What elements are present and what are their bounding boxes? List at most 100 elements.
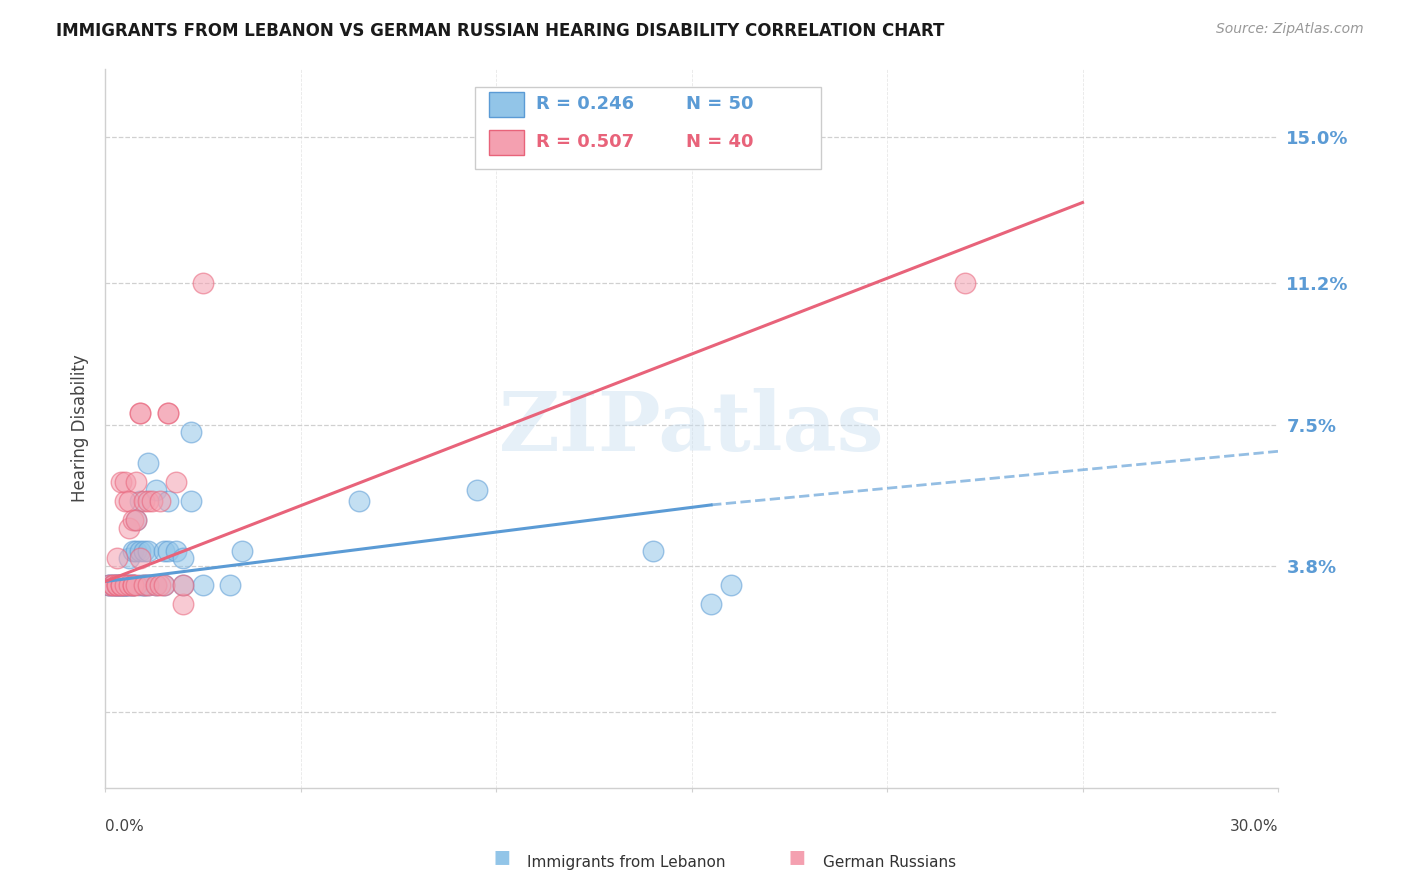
Point	[121, 578, 143, 592]
Point	[156, 544, 179, 558]
Point	[118, 578, 141, 592]
Point	[101, 578, 124, 592]
Point	[114, 578, 136, 592]
Point	[110, 578, 132, 592]
Point	[172, 578, 194, 592]
Point	[98, 578, 121, 592]
Text: N = 50: N = 50	[686, 95, 754, 112]
Point	[110, 578, 132, 592]
Point	[136, 578, 159, 592]
Text: Source: ZipAtlas.com: Source: ZipAtlas.com	[1216, 22, 1364, 37]
Point	[129, 406, 152, 420]
Point	[129, 578, 152, 592]
Point	[114, 578, 136, 592]
Point	[105, 578, 128, 592]
Point	[231, 544, 253, 558]
FancyBboxPatch shape	[475, 87, 821, 169]
Text: Immigrants from Lebanon: Immigrants from Lebanon	[527, 855, 725, 870]
Point	[98, 578, 121, 592]
Point	[114, 475, 136, 489]
Point	[191, 578, 214, 592]
Point	[121, 578, 143, 592]
Point	[114, 578, 136, 592]
Point	[125, 475, 148, 489]
Point	[165, 544, 187, 558]
Text: 0.0%: 0.0%	[105, 819, 143, 834]
Point	[172, 551, 194, 566]
Point	[110, 578, 132, 592]
Point	[114, 578, 136, 592]
Point	[180, 494, 202, 508]
FancyBboxPatch shape	[489, 130, 524, 155]
Point	[172, 598, 194, 612]
Point	[118, 494, 141, 508]
Point	[129, 406, 152, 420]
Point	[153, 578, 176, 592]
Point	[105, 551, 128, 566]
Text: ▪: ▪	[787, 842, 806, 870]
Point	[98, 578, 121, 592]
Point	[700, 598, 723, 612]
Point	[125, 544, 148, 558]
Point	[134, 578, 156, 592]
Point	[955, 276, 977, 290]
Point	[219, 578, 242, 592]
Point	[165, 475, 187, 489]
Point	[114, 494, 136, 508]
Point	[129, 494, 152, 508]
Text: R = 0.246: R = 0.246	[536, 95, 634, 112]
Text: N = 40: N = 40	[686, 133, 754, 151]
Point	[129, 551, 152, 566]
Point	[121, 578, 143, 592]
Point	[141, 494, 163, 508]
Point	[153, 544, 176, 558]
Text: 30.0%: 30.0%	[1229, 819, 1278, 834]
Text: ZIPatlas: ZIPatlas	[499, 388, 884, 468]
Point	[114, 578, 136, 592]
FancyBboxPatch shape	[489, 92, 524, 117]
Point	[118, 578, 141, 592]
Point	[172, 578, 194, 592]
Text: German Russians: German Russians	[823, 855, 956, 870]
Point	[136, 494, 159, 508]
Point	[720, 578, 742, 592]
Point	[156, 406, 179, 420]
Point	[105, 578, 128, 592]
Point	[145, 578, 167, 592]
Point	[125, 513, 148, 527]
Point	[134, 578, 156, 592]
Text: R = 0.507: R = 0.507	[536, 133, 634, 151]
Point	[129, 544, 152, 558]
Point	[121, 544, 143, 558]
Text: ▪: ▪	[492, 842, 510, 870]
Point	[118, 521, 141, 535]
Point	[145, 483, 167, 497]
Point	[101, 578, 124, 592]
Point	[156, 494, 179, 508]
Point	[105, 578, 128, 592]
Point	[149, 494, 172, 508]
Point	[125, 513, 148, 527]
Point	[180, 425, 202, 440]
Point	[134, 494, 156, 508]
Point	[191, 276, 214, 290]
Point	[110, 578, 132, 592]
Point	[134, 578, 156, 592]
Point	[465, 483, 488, 497]
Point	[136, 544, 159, 558]
Point	[110, 578, 132, 592]
Point	[149, 578, 172, 592]
Point	[641, 544, 664, 558]
Point	[121, 578, 143, 592]
Text: IMMIGRANTS FROM LEBANON VS GERMAN RUSSIAN HEARING DISABILITY CORRELATION CHART: IMMIGRANTS FROM LEBANON VS GERMAN RUSSIA…	[56, 22, 945, 40]
Point	[156, 406, 179, 420]
Y-axis label: Hearing Disability: Hearing Disability	[72, 354, 89, 502]
Point	[134, 544, 156, 558]
Point	[125, 578, 148, 592]
Point	[136, 456, 159, 470]
Point	[101, 578, 124, 592]
Point	[110, 475, 132, 489]
Point	[136, 578, 159, 592]
Point	[118, 551, 141, 566]
Point	[145, 578, 167, 592]
